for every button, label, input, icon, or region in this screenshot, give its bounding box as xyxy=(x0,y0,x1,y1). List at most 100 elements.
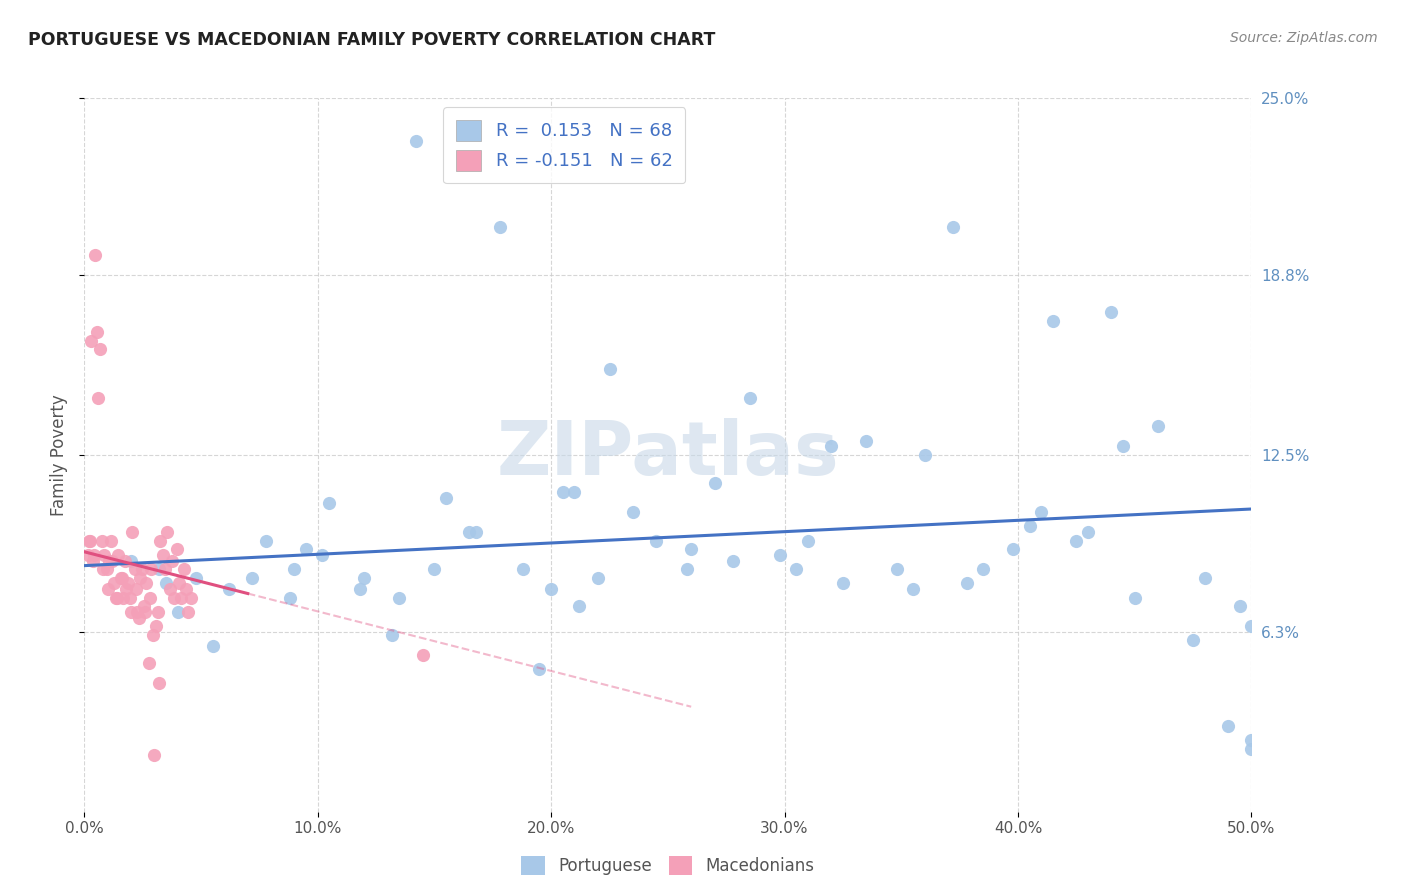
Point xyxy=(703,476,725,491)
Point xyxy=(124,562,146,576)
Point xyxy=(1066,533,1088,548)
Point xyxy=(423,562,446,576)
Point xyxy=(159,582,181,596)
Point xyxy=(120,553,142,567)
Point xyxy=(103,576,125,591)
Point xyxy=(145,619,167,633)
Point xyxy=(90,533,112,548)
Point xyxy=(201,639,224,653)
Point xyxy=(1240,733,1263,747)
Point xyxy=(886,562,908,576)
Point xyxy=(107,548,129,562)
Point xyxy=(769,548,792,562)
Point xyxy=(1031,505,1053,519)
Point xyxy=(621,505,644,519)
Point xyxy=(138,657,160,671)
Point xyxy=(117,576,139,591)
Point xyxy=(283,562,305,576)
Point xyxy=(914,448,936,462)
Point xyxy=(564,485,586,500)
Point xyxy=(114,553,136,567)
Point xyxy=(163,591,186,605)
Point xyxy=(152,548,174,562)
Point xyxy=(599,362,621,376)
Point xyxy=(855,434,877,448)
Point xyxy=(1077,524,1099,539)
Text: ZIPatlas: ZIPatlas xyxy=(496,418,839,491)
Point xyxy=(89,343,111,357)
Point xyxy=(832,576,855,591)
Point xyxy=(139,562,162,576)
Point xyxy=(721,553,744,567)
Point xyxy=(1240,619,1263,633)
Point xyxy=(96,562,118,576)
Point xyxy=(311,548,333,562)
Point xyxy=(681,542,703,557)
Point xyxy=(86,325,108,339)
Point xyxy=(129,571,152,585)
Point xyxy=(131,562,153,576)
Point xyxy=(1123,591,1146,605)
Point xyxy=(797,533,820,548)
Point xyxy=(1112,439,1135,453)
Point xyxy=(465,524,488,539)
Point xyxy=(170,591,193,605)
Legend: Portuguese, Macedonians: Portuguese, Macedonians xyxy=(515,849,821,882)
Point xyxy=(138,591,160,605)
Point xyxy=(142,628,165,642)
Point xyxy=(254,533,277,548)
Point xyxy=(166,542,188,557)
Point xyxy=(568,599,591,614)
Point xyxy=(173,562,195,576)
Point xyxy=(93,548,115,562)
Point xyxy=(1018,519,1040,533)
Y-axis label: Family Poverty: Family Poverty xyxy=(51,394,69,516)
Point xyxy=(111,591,134,605)
Point xyxy=(79,533,101,548)
Point xyxy=(155,576,177,591)
Point xyxy=(186,571,208,585)
Point xyxy=(645,533,668,548)
Point xyxy=(135,576,157,591)
Point xyxy=(381,628,404,642)
Point xyxy=(901,582,924,596)
Point xyxy=(785,562,807,576)
Point xyxy=(349,582,371,596)
Point xyxy=(76,548,98,562)
Point xyxy=(110,571,132,585)
Point xyxy=(77,533,100,548)
Point xyxy=(586,571,609,585)
Point xyxy=(83,548,105,562)
Point xyxy=(529,662,551,676)
Point xyxy=(156,524,179,539)
Point xyxy=(458,524,481,539)
Point xyxy=(1240,742,1263,756)
Point xyxy=(512,562,534,576)
Point xyxy=(148,676,170,690)
Point xyxy=(353,571,375,585)
Text: PORTUGUESE VS MACEDONIAN FAMILY POVERTY CORRELATION CHART: PORTUGUESE VS MACEDONIAN FAMILY POVERTY … xyxy=(28,31,716,49)
Point xyxy=(111,571,134,585)
Point xyxy=(942,219,965,234)
Point xyxy=(105,591,128,605)
Point xyxy=(174,582,197,596)
Point xyxy=(388,591,411,605)
Point xyxy=(167,576,190,591)
Point xyxy=(1181,633,1204,648)
Point xyxy=(115,582,138,596)
Point xyxy=(132,599,155,614)
Point xyxy=(101,553,124,567)
Point xyxy=(120,605,142,619)
Point xyxy=(177,605,200,619)
Point xyxy=(434,491,457,505)
Point xyxy=(134,605,156,619)
Point xyxy=(1216,719,1239,733)
Point xyxy=(180,591,202,605)
Point xyxy=(1147,419,1170,434)
Point xyxy=(146,605,169,619)
Point xyxy=(121,524,143,539)
Point xyxy=(87,391,110,405)
Point xyxy=(80,334,103,348)
Point xyxy=(675,562,697,576)
Point xyxy=(97,582,120,596)
